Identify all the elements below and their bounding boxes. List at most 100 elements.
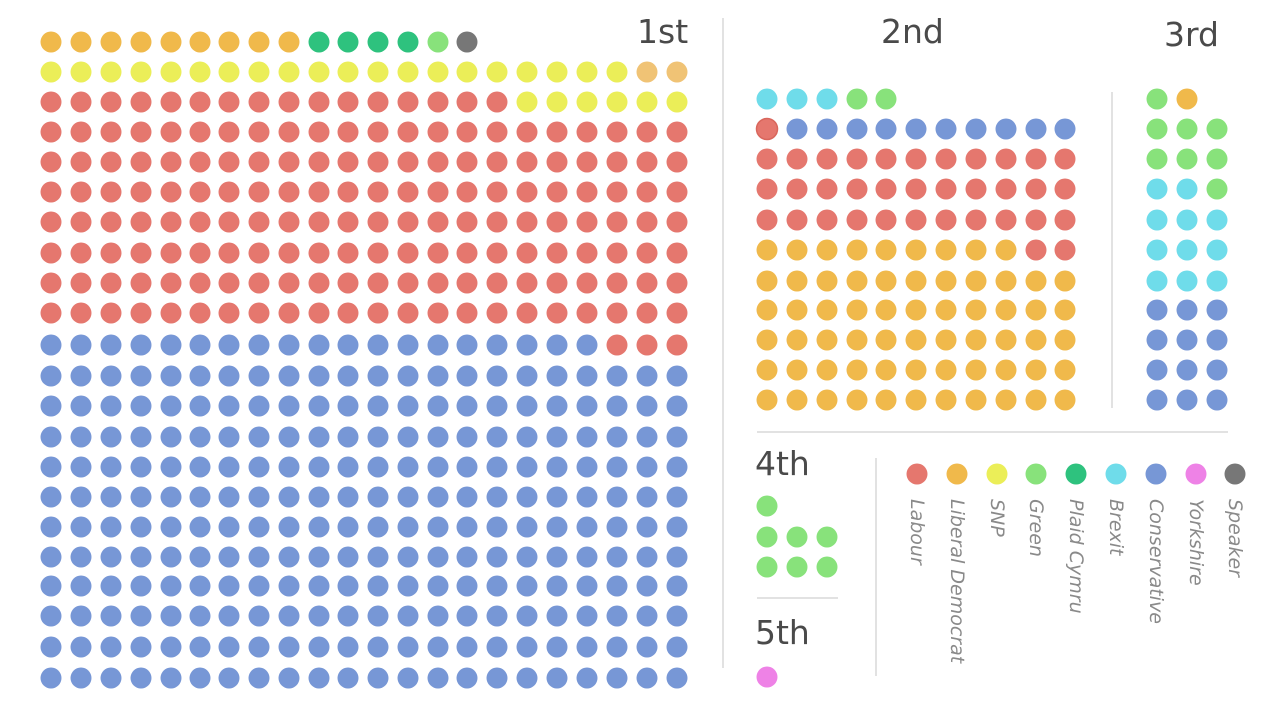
dot-1st-12-11 [367, 395, 389, 417]
legend-swatch-snp [986, 463, 1008, 485]
dot-1st-19-17 [546, 605, 568, 627]
dot-1st-20-11 [367, 636, 389, 658]
dot-2nd-4-4 [875, 209, 897, 231]
dot-1st-16-8 [278, 516, 300, 538]
dot-1st-4-17 [546, 151, 568, 173]
dot-2nd-8-4 [875, 329, 897, 351]
dot-2nd-1-6 [935, 118, 957, 140]
dot-1st-0-4 [160, 31, 182, 53]
dot-2nd-4-7 [965, 209, 987, 231]
dot-1st-5-7 [248, 181, 270, 203]
dot-2nd-7-9 [1025, 299, 1047, 321]
rank-label-5th: 5th [755, 613, 810, 652]
dot-1st-2-18 [576, 91, 598, 113]
dot-1st-16-9 [308, 516, 330, 538]
dot-2nd-6-1 [786, 270, 808, 292]
dot-1st-9-7 [248, 302, 270, 324]
dot-2nd-8-5 [905, 329, 927, 351]
dot-1st-5-10 [337, 181, 359, 203]
dot-1st-6-2 [100, 211, 122, 233]
dot-1st-1-19 [606, 61, 628, 83]
legend-swatch-liberal-democrat [946, 463, 968, 485]
dot-1st-7-15 [486, 242, 508, 264]
dot-2nd-4-0 [756, 209, 778, 231]
dot-1st-16-0 [40, 516, 62, 538]
dot-1st-21-21 [666, 667, 688, 689]
dot-1st-14-15 [486, 456, 508, 478]
dot-1st-9-18 [576, 302, 598, 324]
dot-1st-19-1 [70, 605, 92, 627]
dot-1st-0-12 [397, 31, 419, 53]
dot-4th-1-1 [786, 526, 808, 548]
dot-1st-7-13 [427, 242, 449, 264]
dot-5th-0-0 [756, 666, 778, 688]
dot-1st-1-16 [516, 61, 538, 83]
dot-1st-14-17 [546, 456, 568, 478]
dot-1st-1-7 [248, 61, 270, 83]
dot-1st-20-21 [666, 636, 688, 658]
dot-1st-2-5 [189, 91, 211, 113]
dot-1st-12-20 [636, 395, 658, 417]
dot-1st-13-0 [40, 426, 62, 448]
dot-1st-4-20 [636, 151, 658, 173]
dot-2nd-6-9 [1025, 270, 1047, 292]
dot-1st-14-2 [100, 456, 122, 478]
dot-1st-7-7 [248, 242, 270, 264]
dot-1st-18-15 [486, 575, 508, 597]
dot-1st-3-17 [546, 121, 568, 143]
dot-3rd-5-0 [1146, 239, 1168, 261]
dot-1st-7-21 [666, 242, 688, 264]
dot-1st-20-15 [486, 636, 508, 658]
dot-3rd-10-1 [1176, 389, 1198, 411]
dot-1st-3-6 [218, 121, 240, 143]
dot-1st-11-15 [486, 365, 508, 387]
dot-2nd-7-10 [1054, 299, 1076, 321]
dot-4th-2-1 [786, 556, 808, 578]
dot-1st-3-0 [40, 121, 62, 143]
dot-1st-5-19 [606, 181, 628, 203]
dot-2nd-0-4 [875, 88, 897, 110]
dot-2nd-10-2 [816, 389, 838, 411]
dot-1st-13-2 [100, 426, 122, 448]
dot-1st-21-14 [456, 667, 478, 689]
dot-1st-20-12 [397, 636, 419, 658]
dot-1st-9-10 [337, 302, 359, 324]
dot-1st-2-10 [337, 91, 359, 113]
dot-1st-5-0 [40, 181, 62, 203]
dot-2nd-10-0 [756, 389, 778, 411]
dot-1st-4-15 [486, 151, 508, 173]
dot-1st-10-5 [189, 334, 211, 356]
dot-1st-17-1 [70, 546, 92, 568]
dot-3rd-7-2 [1206, 299, 1228, 321]
dot-1st-20-18 [576, 636, 598, 658]
legend-label-yorkshire: Yorkshire [1185, 499, 1207, 586]
dot-2nd-3-5 [905, 178, 927, 200]
dot-1st-12-17 [546, 395, 568, 417]
dot-1st-20-5 [189, 636, 211, 658]
dot-1st-6-9 [308, 211, 330, 233]
dot-1st-17-2 [100, 546, 122, 568]
dot-2nd-7-3 [846, 299, 868, 321]
dot-2nd-0-0 [756, 88, 778, 110]
dot-1st-6-16 [516, 211, 538, 233]
dot-1st-9-20 [636, 302, 658, 324]
dot-1st-9-17 [546, 302, 568, 324]
dot-1st-18-2 [100, 575, 122, 597]
dot-2nd-5-4 [875, 239, 897, 261]
rank-label-1st: 1st [637, 12, 689, 51]
dot-1st-10-7 [248, 334, 270, 356]
dot-1st-16-1 [70, 516, 92, 538]
dot-4th-2-2 [816, 556, 838, 578]
dot-1st-1-20 [636, 61, 658, 83]
dot-1st-13-7 [248, 426, 270, 448]
dot-1st-21-0 [40, 667, 62, 689]
dot-1st-17-4 [160, 546, 182, 568]
dot-1st-16-10 [337, 516, 359, 538]
dot-3rd-6-2 [1206, 270, 1228, 292]
dot-1st-21-9 [308, 667, 330, 689]
rank-label-3rd: 3rd [1164, 15, 1219, 54]
dot-1st-18-16 [516, 575, 538, 597]
dot-1st-14-7 [248, 456, 270, 478]
dot-2nd-7-5 [905, 299, 927, 321]
dot-2nd-9-0 [756, 359, 778, 381]
